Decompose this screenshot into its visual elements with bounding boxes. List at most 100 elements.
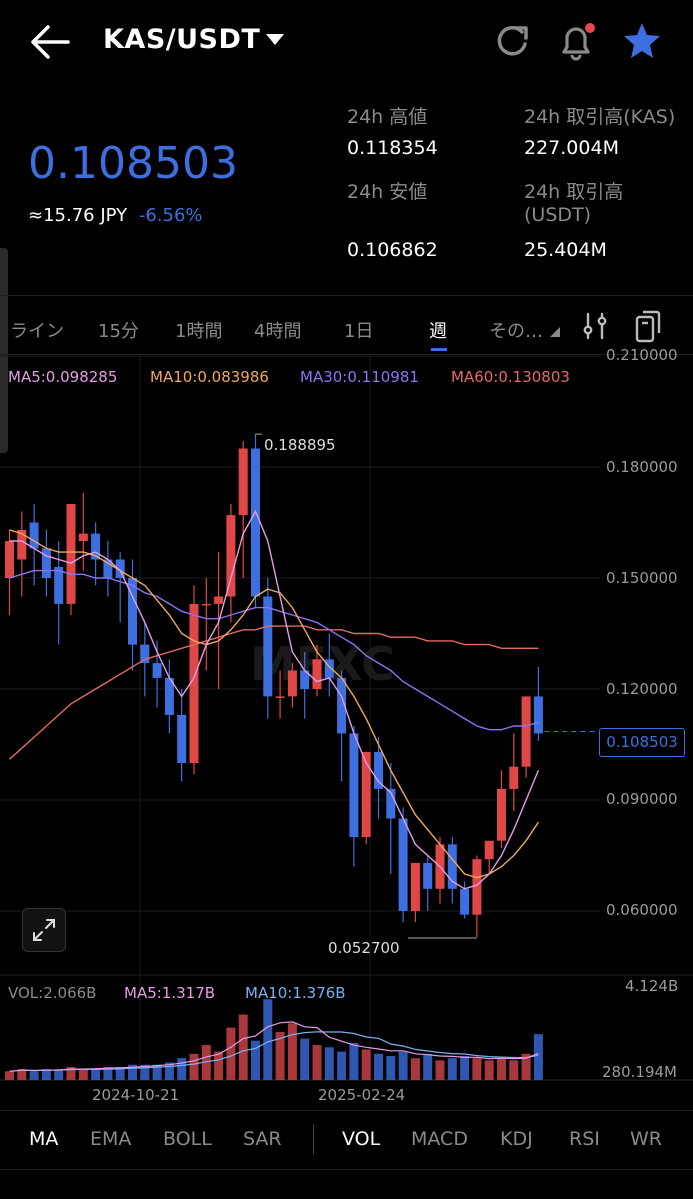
candle-body bbox=[324, 659, 334, 678]
star-icon[interactable] bbox=[622, 20, 662, 62]
bottom-section-strip bbox=[0, 1172, 693, 1199]
candle-body bbox=[521, 696, 531, 767]
volume-bar bbox=[177, 1058, 187, 1080]
indicator-ema[interactable]: EMA bbox=[90, 1128, 132, 1150]
candle-body bbox=[251, 448, 260, 597]
candle-body bbox=[226, 515, 236, 597]
candle-body bbox=[275, 696, 285, 698]
indicator-macd[interactable]: MACD bbox=[411, 1128, 468, 1150]
ma30-line bbox=[9, 569, 539, 731]
high-label: 24h 高値 bbox=[347, 106, 428, 128]
candle-body bbox=[66, 504, 76, 604]
candle-body bbox=[128, 578, 137, 645]
candle-body bbox=[189, 603, 199, 763]
chart-layout-icon[interactable] bbox=[634, 309, 662, 343]
volume-bar bbox=[152, 1064, 162, 1080]
indicator-kdj[interactable]: KDJ bbox=[500, 1128, 533, 1150]
volume-bar bbox=[91, 1069, 101, 1080]
current-price-tag: 0.108503 bbox=[599, 728, 685, 757]
volume-bar bbox=[5, 1071, 14, 1080]
volume-bar bbox=[140, 1064, 150, 1080]
volume-bar bbox=[509, 1060, 519, 1080]
chevron-down-icon[interactable] bbox=[266, 34, 284, 45]
candle-body bbox=[398, 818, 408, 911]
volume-bar bbox=[410, 1058, 420, 1080]
candle-body bbox=[337, 677, 347, 734]
indicator-sar[interactable]: SAR bbox=[243, 1128, 282, 1150]
ma60-line bbox=[9, 625, 539, 760]
indicator-settings-icon[interactable] bbox=[582, 311, 608, 341]
tab-line[interactable]: ライン bbox=[10, 321, 64, 342]
volume-bar bbox=[238, 1014, 248, 1080]
vol-usdt-value: 25.404M bbox=[524, 239, 607, 261]
indicator-wr[interactable]: WR bbox=[630, 1128, 662, 1150]
date-label: 2024-10-21 bbox=[92, 1086, 180, 1104]
candle-body bbox=[103, 559, 113, 578]
indicator-boll[interactable]: BOLL bbox=[163, 1128, 212, 1150]
jpy-price: ≈15.76 JPY bbox=[28, 205, 128, 226]
volume-bar bbox=[66, 1066, 76, 1080]
indicator-ma[interactable]: MA bbox=[29, 1128, 59, 1150]
bell-icon[interactable] bbox=[556, 20, 596, 62]
indicator-rsi[interactable]: RSI bbox=[569, 1128, 600, 1150]
fullscreen-button[interactable] bbox=[22, 908, 66, 952]
candle-body bbox=[349, 733, 359, 837]
candle-body bbox=[423, 862, 433, 889]
candle-body bbox=[29, 522, 39, 549]
back-arrow-icon[interactable] bbox=[28, 22, 72, 62]
candle-body bbox=[115, 559, 125, 578]
candle-body bbox=[361, 751, 371, 837]
kline-chart[interactable]: MEXC bbox=[0, 355, 693, 1110]
volume-bar bbox=[374, 1053, 383, 1080]
volume-bar bbox=[251, 1040, 260, 1080]
volume-bar bbox=[386, 1055, 396, 1080]
date-label: 2025-02-24 bbox=[318, 1086, 406, 1104]
candle-body bbox=[164, 677, 174, 715]
volume-bar bbox=[447, 1058, 457, 1080]
y-tick: 0.150000 bbox=[606, 569, 678, 587]
candle-body bbox=[312, 659, 322, 689]
volume-bar bbox=[484, 1060, 494, 1080]
indicator-vol[interactable]: VOL bbox=[342, 1128, 381, 1150]
volume-bar bbox=[78, 1069, 88, 1080]
volume-bar bbox=[349, 1042, 359, 1080]
candle-body bbox=[91, 533, 101, 560]
tab-week[interactable]: 週 bbox=[429, 321, 447, 342]
refresh-icon[interactable] bbox=[492, 20, 532, 62]
ma60-legend: MA60:0.130803 bbox=[451, 368, 570, 386]
side-drawer-handle[interactable] bbox=[0, 248, 8, 453]
ma5-line bbox=[9, 509, 540, 890]
vol-kas-value: 227.004M bbox=[524, 137, 619, 159]
candle-body bbox=[374, 751, 383, 789]
tab-4h[interactable]: 4時間 bbox=[254, 321, 302, 342]
volume-bar bbox=[41, 1069, 51, 1080]
candle-body bbox=[447, 844, 457, 889]
tab-1d[interactable]: 1日 bbox=[344, 321, 374, 342]
volume-bar bbox=[472, 1058, 482, 1080]
volume-bar bbox=[275, 1031, 285, 1080]
candle-body bbox=[497, 788, 506, 841]
volume-bar bbox=[435, 1060, 445, 1080]
candle-body bbox=[287, 670, 297, 697]
vol-ma10-legend: MA10:1.376B bbox=[245, 984, 346, 1002]
vol-kas-label: 24h 取引高(KAS) bbox=[524, 106, 676, 128]
y-tick-top: 0.210000 bbox=[606, 346, 678, 364]
tab-15m[interactable]: 15分 bbox=[98, 321, 139, 342]
volume-bar bbox=[214, 1051, 224, 1080]
candle-body bbox=[201, 603, 211, 606]
candle-body bbox=[472, 859, 482, 915]
candle-body bbox=[140, 644, 150, 664]
candle-body bbox=[54, 566, 64, 604]
candle-body bbox=[386, 788, 396, 819]
low-marker-label: 0.052700 bbox=[328, 939, 400, 957]
active-tab-indicator bbox=[431, 348, 447, 351]
volume-bar bbox=[287, 1023, 297, 1080]
tab-more[interactable]: その… bbox=[489, 321, 543, 342]
volume-bar bbox=[460, 1055, 470, 1080]
indicator-tabbar bbox=[0, 1110, 693, 1170]
change-percent: -6.56% bbox=[138, 205, 203, 226]
tab-1h[interactable]: 1時間 bbox=[175, 321, 223, 342]
pair-selector[interactable]: KAS/USDT bbox=[103, 24, 261, 55]
volume-bar bbox=[521, 1053, 531, 1080]
volume-bar bbox=[337, 1051, 347, 1080]
